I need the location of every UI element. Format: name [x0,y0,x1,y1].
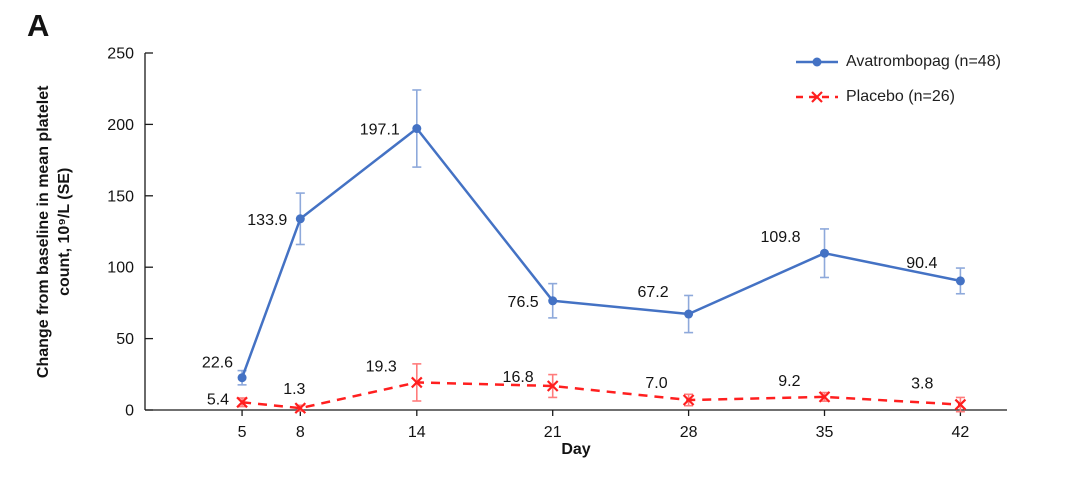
series-avatrombopag: 22.6 133.9 197.1 76.5 67.2 109.8 90.4 [202,89,965,386]
legend-item-placebo: Placebo (n=26) [794,79,1001,114]
y-tick-label: 150 [107,188,134,205]
series-line [241,381,961,410]
x-axis: 5 8 14 21 28 35 42 [145,409,1007,441]
panel-letter-label: A [27,8,50,43]
series-placebo: 5.4 1.3 19.3 16.8 7.0 9.2 3.8 [207,358,967,414]
data-point-value-label: 19.3 [366,358,397,375]
data-point-value-label: 3.8 [911,376,933,393]
y-tick-label: 100 [107,260,134,277]
data-point-marker [954,398,967,411]
data-point-marker [294,402,307,414]
y-axis: 0 50 100 150 200 250 [107,46,153,420]
data-point-value-label: 109.8 [760,229,800,246]
legend: Avatrombopag (n=48) Placebo (n=26) [794,44,1001,114]
data-point-value-label: 5.4 [207,391,229,408]
data-point-marker [411,376,423,389]
data-point-marker [684,309,694,319]
data-point-value-label: 22.6 [202,355,233,372]
series-line [240,127,961,379]
data-point-marker [546,380,559,392]
data-point-marker [820,248,830,258]
y-tick-label: 0 [125,403,134,420]
data-point-marker [955,276,965,286]
x-tick-label: 14 [408,424,426,441]
x-tick-label: 35 [816,424,834,441]
avatrombopag-line-marker-icon [796,57,838,66]
placebo-dashed-x-marker-icon [796,90,838,103]
legend-label-avatrombopag: Avatrombopag (n=48) [846,52,1001,70]
y-tick-label: 200 [107,117,134,134]
data-point-value-label: 9.2 [778,373,800,390]
data-point-marker [237,373,247,383]
data-point-marker [236,396,248,409]
data-point-marker [548,296,558,306]
data-point-marker [818,391,831,403]
data-point-value-label: 67.2 [637,284,668,301]
data-point-value-label: 76.5 [508,294,539,311]
x-axis-title: Day [561,441,591,458]
legend-item-avatrombopag: Avatrombopag (n=48) [794,44,1001,79]
data-point-value-label: 133.9 [247,212,287,229]
legend-label-placebo: Placebo (n=26) [846,87,955,105]
y-tick-label: 250 [107,46,134,63]
data-point-value-label: 7.0 [645,375,667,392]
data-point-value-label: 1.3 [283,381,305,398]
x-tick-label: 42 [952,424,970,441]
x-tick-label: 8 [296,424,305,441]
data-point-value-label: 197.1 [360,122,400,139]
data-point-marker [295,214,305,224]
data-point-value-label: 90.4 [906,255,937,272]
x-tick-label: 28 [680,424,698,441]
y-tick-label: 50 [116,331,134,348]
data-point-value-label: 16.8 [503,369,534,386]
data-point-marker [412,124,422,134]
x-tick-label: 5 [238,424,247,441]
x-tick-label: 21 [544,424,562,441]
data-point-marker [682,394,695,406]
